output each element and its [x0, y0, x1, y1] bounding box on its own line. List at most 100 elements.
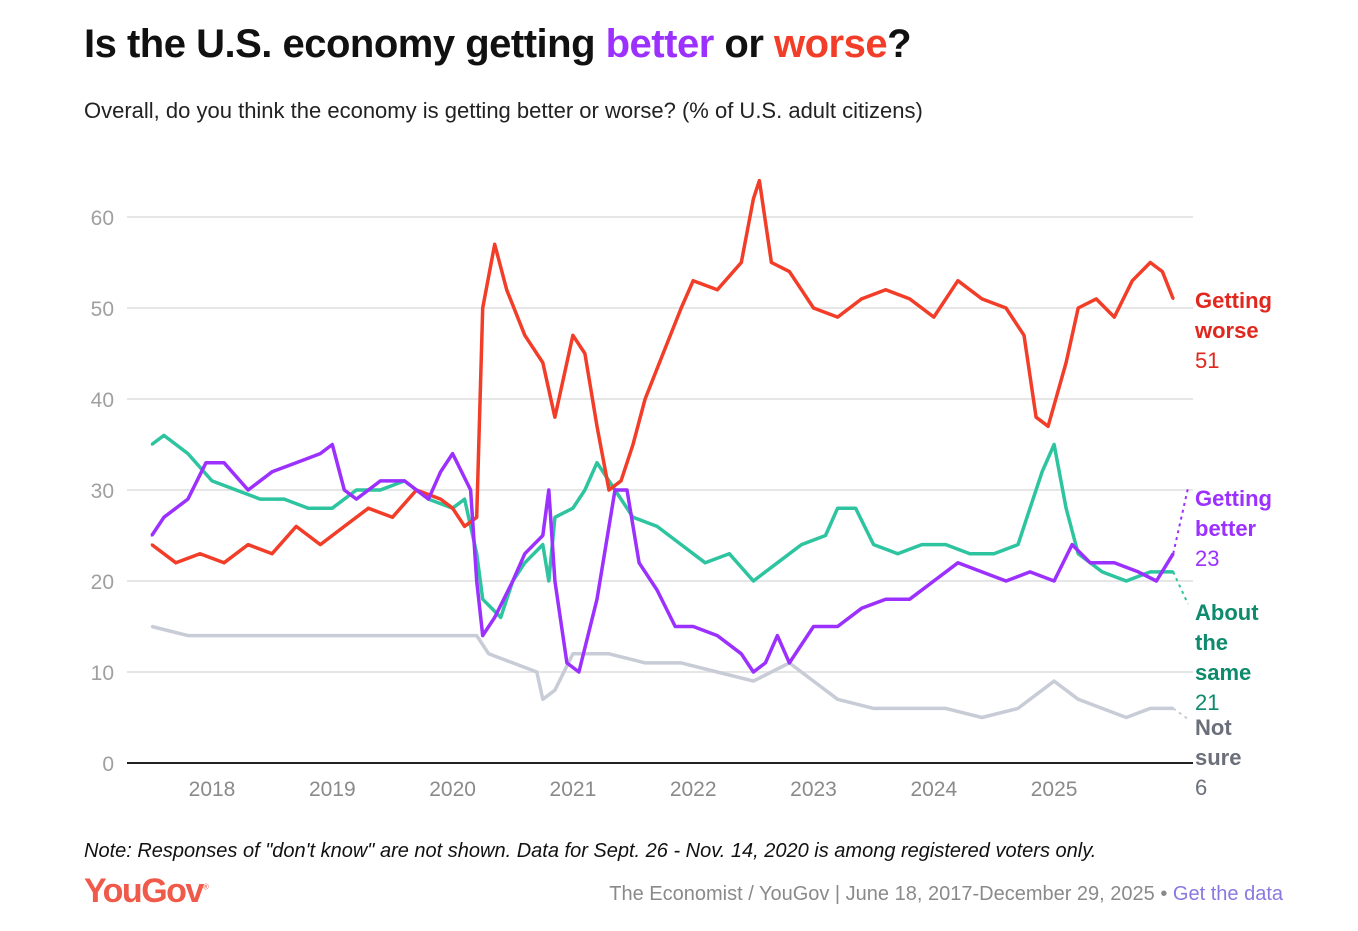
- series-last-value: 51: [1195, 348, 1219, 373]
- data-point: [535, 670, 539, 674]
- data-point: [204, 461, 208, 464]
- data-point: [800, 543, 803, 546]
- data-point: [1149, 707, 1152, 710]
- data-point: [752, 579, 755, 583]
- data-point: [932, 315, 935, 319]
- data-point: [980, 570, 984, 574]
- data-point: [920, 543, 923, 546]
- data-point: [481, 598, 484, 601]
- yougov-logo: YouGov®: [84, 872, 209, 911]
- data-point: [367, 507, 370, 510]
- data-point: [643, 661, 647, 665]
- data-point: [1088, 561, 1092, 564]
- data-point: [1125, 716, 1128, 719]
- get-data-link[interactable]: Get the data: [1172, 883, 1283, 905]
- data-point: [1028, 507, 1032, 510]
- data-point: [758, 179, 761, 182]
- data-point: [1064, 361, 1068, 364]
- series-line: [151, 624, 1174, 720]
- y-tick-label: 0: [102, 753, 114, 776]
- series-about-the-same: [150, 433, 1175, 620]
- data-point: [523, 561, 526, 564]
- data-point: [854, 507, 857, 510]
- data-point: [186, 497, 190, 501]
- data-point: [968, 552, 972, 555]
- data-point: [343, 525, 346, 528]
- title-text: Is the U.S. economy getting: [84, 22, 606, 66]
- data-point: [1101, 707, 1104, 710]
- data-point: [1095, 297, 1098, 301]
- data-point: [800, 288, 803, 291]
- data-point: [439, 497, 442, 501]
- data-point: [150, 625, 154, 628]
- x-tick-label: 2024: [910, 778, 957, 801]
- data-point: [752, 670, 755, 674]
- x-tick-label: 2021: [550, 778, 597, 801]
- data-point: [896, 552, 899, 555]
- data-point: [812, 679, 815, 683]
- data-point: [198, 552, 202, 555]
- x-tick-label: 2023: [790, 778, 837, 801]
- leader-line: [1172, 487, 1189, 554]
- data-point: [150, 534, 154, 537]
- data-point: [752, 679, 755, 683]
- data-point: [728, 552, 731, 555]
- series-last-value: 23: [1195, 546, 1219, 571]
- data-point: [391, 516, 394, 519]
- series-line: [150, 442, 1175, 674]
- data-point: [571, 652, 575, 655]
- separator: •: [1154, 883, 1173, 905]
- data-point: [884, 288, 887, 291]
- data-point: [451, 452, 454, 455]
- data-point: [174, 561, 178, 564]
- series-last-value: 6: [1195, 775, 1207, 800]
- data-point: [210, 479, 214, 483]
- data-point: [493, 616, 496, 619]
- data-point: [523, 334, 526, 337]
- data-point: [547, 579, 551, 583]
- data-point: [1113, 561, 1116, 564]
- series-getting-worse: [150, 178, 1175, 565]
- data-point: [631, 443, 635, 446]
- data-point: [1171, 297, 1175, 301]
- data-point: [427, 497, 430, 501]
- data-point: [872, 707, 875, 710]
- title-text: ?: [887, 22, 912, 66]
- data-point: [770, 261, 773, 264]
- y-tick-label: 30: [91, 480, 114, 503]
- data-point: [246, 488, 250, 492]
- data-point: [319, 543, 322, 546]
- data-point: [379, 488, 382, 492]
- data-point: [1052, 679, 1056, 683]
- data-point: [451, 507, 454, 510]
- data-point: [162, 516, 166, 519]
- data-point: [932, 579, 935, 583]
- data-point: [439, 470, 442, 473]
- data-point: [836, 507, 839, 510]
- series-label: Not: [1195, 715, 1232, 740]
- data-point: [776, 634, 779, 637]
- data-point: [752, 197, 755, 200]
- data-point: [541, 534, 545, 537]
- leader-line: [1172, 707, 1189, 720]
- data-point: [824, 534, 827, 537]
- data-point: [1004, 306, 1008, 310]
- data-point: [607, 652, 611, 655]
- data-point: [150, 543, 154, 546]
- data-point: [595, 425, 599, 428]
- data-point: [655, 588, 659, 592]
- data-point: [222, 634, 226, 637]
- data-point: [1070, 543, 1074, 546]
- data-point: [258, 634, 262, 637]
- data-point: [1046, 425, 1050, 428]
- data-point: [186, 634, 190, 637]
- data-point: [379, 479, 382, 483]
- y-tick-label: 40: [91, 389, 114, 412]
- series-label: About: [1195, 600, 1259, 625]
- data-point: [992, 552, 996, 555]
- data-point: [661, 352, 665, 355]
- data-point: [475, 579, 478, 583]
- data-point: [1076, 306, 1080, 310]
- data-point: [1040, 470, 1044, 473]
